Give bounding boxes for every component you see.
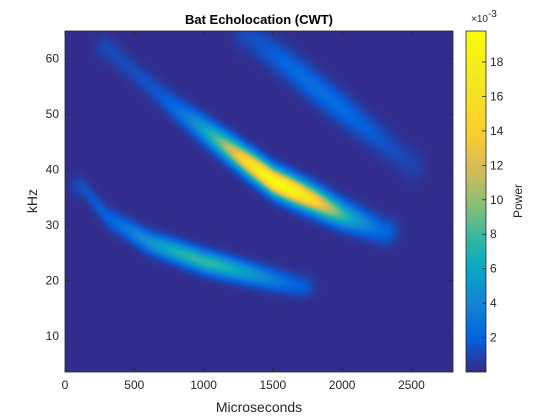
- colorbar-tick-label: 2: [490, 331, 497, 345]
- x-tick-label: 500: [124, 378, 144, 392]
- y-tick-label: 60: [46, 52, 60, 66]
- colorbar-tick-label: 16: [490, 89, 504, 103]
- colorbar-tick-label: 18: [490, 55, 504, 69]
- colorbar-tick-label: 12: [490, 158, 504, 172]
- colorbar-gradient: [466, 31, 486, 372]
- x-tick-label: 1500: [260, 378, 287, 392]
- colorbar-frame: [465, 30, 487, 373]
- colorbar-tick-label: 14: [490, 124, 504, 138]
- colorbar-tick-label: 6: [490, 262, 497, 276]
- y-tick-label: 30: [46, 218, 60, 232]
- x-tick-label: 2000: [329, 378, 356, 392]
- x-axis: 0 500 1000 1500 2000 2500: [62, 31, 425, 392]
- plot-frame: [64, 30, 454, 373]
- colorbar-exponent-power: -3: [488, 9, 497, 20]
- heatmap-image: [65, 31, 453, 372]
- colorbar-exponent-base: ×10: [471, 14, 488, 25]
- x-tick-label: 1000: [190, 378, 217, 392]
- colorbar-tick-label: 8: [490, 227, 497, 241]
- x-tick-label: 0: [62, 378, 69, 392]
- y-tick-label: 50: [46, 107, 60, 121]
- y-tick-label: 40: [46, 163, 60, 177]
- x-tick-label: 2500: [398, 378, 425, 392]
- colorbar-tick-label: 10: [490, 193, 504, 207]
- plot-area: [64, 30, 454, 373]
- colorbar-tick-label: 4: [490, 296, 497, 310]
- y-axis-label: kHz: [24, 189, 40, 213]
- colorbar: 2 4 6 8 10 12 14 16 18 ×10-3 Power: [465, 9, 525, 373]
- y-tick-label: 10: [46, 329, 60, 343]
- colorbar-exponent: ×10-3: [471, 9, 497, 25]
- colorbar-ticks: 2 4 6 8 10 12 14 16 18: [482, 55, 504, 345]
- chart-title: Bat Echolocation (CWT): [185, 12, 333, 27]
- colorbar-label: Power: [511, 184, 525, 218]
- y-tick-label: 20: [46, 274, 60, 288]
- y-axis: 10 20 30 40 50 60: [46, 52, 453, 343]
- x-axis-label: Microseconds: [216, 399, 302, 415]
